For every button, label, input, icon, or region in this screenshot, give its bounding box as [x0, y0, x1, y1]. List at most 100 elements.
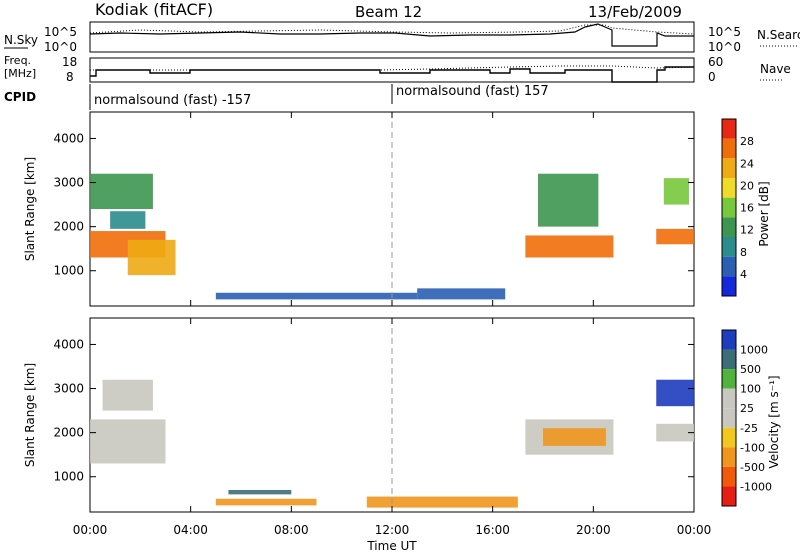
freq-panel: Freq. [MHz] 18 8 60 0 Nave [4, 54, 791, 84]
nave-label: Nave [760, 62, 791, 76]
beam-label: Beam 12 [355, 3, 422, 21]
noise-search-trace [89, 24, 695, 35]
velocity-colorbar-tick-label: 500 [740, 363, 761, 376]
velocity-scatter-region [366, 496, 518, 508]
power-colorbar-swatch [722, 237, 736, 257]
freq-trace [90, 66, 694, 83]
velocity-scatter-region [656, 379, 694, 407]
power-colorbar-tick-label: 8 [740, 246, 747, 259]
velocity-colorbar-swatch [722, 427, 736, 448]
freq-tick-top: 18 [62, 55, 77, 69]
radar-title: Kodiak (fitACF) [95, 0, 213, 19]
noise-right-tick-top: 10^5 [708, 25, 741, 39]
velocity-colorbar-label: Velocity [m s⁻¹] [767, 375, 781, 468]
velocity-colorbar-swatch [722, 408, 736, 428]
velocity-scatter-region [543, 428, 606, 446]
power-colorbar-swatch [722, 119, 736, 139]
noise-right-tick-bottom: 10^0 [708, 40, 741, 54]
noise-panel: N.Sky 10^5 10^0 10^5 10^0 N.Search [4, 21, 800, 54]
velocity-colorbar-swatch [722, 447, 736, 467]
velocity-ytick-label: 1000 [53, 470, 84, 484]
power-colorbar-swatch [722, 197, 736, 218]
nave-trace [90, 65, 695, 71]
time-tick-label: 16:00 [475, 523, 510, 537]
velocity-colorbar-tick-label: -1000 [740, 480, 772, 493]
velocity-ylabel: Slant Range [km] [23, 363, 37, 467]
power-scatter-region [663, 178, 689, 205]
power-scatter-region [417, 288, 506, 300]
velocity-colorbar-tick-label: 1000 [740, 344, 768, 357]
velocity-colorbar-tick-label: -100 [740, 441, 765, 454]
velocity-colorbar-swatch [722, 369, 736, 389]
velocity-scatter-region [656, 423, 694, 442]
velocity-colorbar-swatch [722, 466, 736, 487]
power-colorbar-tick-label: 12 [740, 224, 754, 237]
freq-tick-bottom: 8 [66, 70, 74, 84]
power-colorbar-tick-label: 16 [740, 202, 754, 215]
velocity-colorbar-swatch [722, 330, 736, 350]
power-ylabel: Slant Range [km] [23, 157, 37, 261]
time-tick-label: 00:00 [73, 523, 108, 537]
velocity-scatter-region [228, 489, 292, 495]
power-ytick-label: 1000 [53, 264, 84, 278]
power-panel: Slant Range [km] 1000 2000 3000 4000 [23, 111, 695, 307]
velocity-colorbar-tick-label: -500 [740, 461, 765, 474]
power-scatter-region [215, 292, 418, 300]
velocity-ytick-label: 4000 [53, 337, 84, 351]
freq-label-1: Freq. [4, 54, 31, 67]
power-colorbar-tick-label: 24 [740, 157, 754, 170]
power-colorbar: 4 8 12 16 20 24 28 Power [dB] [721, 118, 771, 297]
cpid-segment-2: normalsound (fast) 157 [396, 84, 549, 99]
velocity-colorbar: -1000 -500 -100 -25 25 100 500 1000 Velocity [m… [721, 329, 781, 507]
time-tick-label: 00:00 [677, 523, 712, 537]
velocity-colorbar-tick-label: -25 [740, 422, 758, 435]
cpid-label: CPID [4, 90, 36, 104]
power-ytick-label: 3000 [53, 176, 84, 190]
power-scatter-region [537, 173, 599, 227]
velocity-ytick-label: 3000 [53, 382, 84, 396]
cpid-segment-1: normalsound (fast) -157 [94, 93, 251, 108]
velocity-colorbar-swatch [722, 388, 736, 409]
power-ytick-label: 2000 [53, 220, 84, 234]
noise-sky-trace [89, 23, 694, 47]
time-tick-label: 12:00 [375, 523, 410, 537]
power-colorbar-tick-label: 4 [740, 268, 747, 281]
velocity-colorbar-tick-label: 100 [740, 383, 761, 396]
date-label: 13/Feb/2009 [588, 3, 682, 21]
power-colorbar-tick-label: 20 [740, 179, 754, 192]
velocity-ytick-label: 2000 [53, 426, 84, 440]
velocity-scatter-region [90, 419, 166, 464]
power-colorbar-swatch [722, 276, 736, 296]
nave-tick-bottom: 0 [708, 70, 716, 84]
velocity-colorbar-tick-label: 25 [740, 402, 754, 415]
power-colorbar-swatch [722, 138, 736, 159]
power-colorbar-swatch [722, 158, 736, 178]
power-colorbar-swatch [722, 217, 736, 237]
time-tick-label: 20:00 [576, 523, 611, 537]
cpid-panel: CPID normalsound (fast) -157 normalsound… [4, 84, 549, 110]
power-scatter-region [127, 239, 176, 276]
velocity-colorbar-swatch [722, 349, 736, 370]
noise-left-tick-bottom: 10^0 [44, 40, 77, 54]
power-colorbar-tick-label: 28 [740, 135, 754, 148]
power-scatter-region [525, 235, 614, 258]
power-colorbar-swatch [722, 178, 736, 198]
time-axis-label: Time UT [366, 539, 417, 553]
power-scatter-region [110, 211, 146, 229]
time-axis: 00:00 04:00 08:00 12:00 16:00 20:00 00:00 Time… [73, 112, 712, 553]
power-scatter-region [656, 228, 694, 245]
time-tick-label: 08:00 [274, 523, 309, 537]
velocity-colorbar-swatch [722, 486, 736, 506]
velocity-panel: Slant Range [km] 1000 2000 3000 4000 [23, 317, 695, 513]
noise-right-label: N.Search [757, 28, 800, 42]
noise-left-tick-top: 10^5 [44, 25, 77, 39]
noise-left-label: N.Sky [4, 33, 38, 47]
nave-tick-top: 60 [708, 55, 723, 69]
velocity-scatter-region [102, 379, 153, 411]
velocity-scatter-region [215, 498, 317, 506]
time-tick-label: 04:00 [173, 523, 208, 537]
freq-label-2: [MHz] [4, 67, 36, 80]
power-colorbar-label: Power [dB] [757, 181, 771, 246]
power-ytick-label: 4000 [53, 131, 84, 145]
